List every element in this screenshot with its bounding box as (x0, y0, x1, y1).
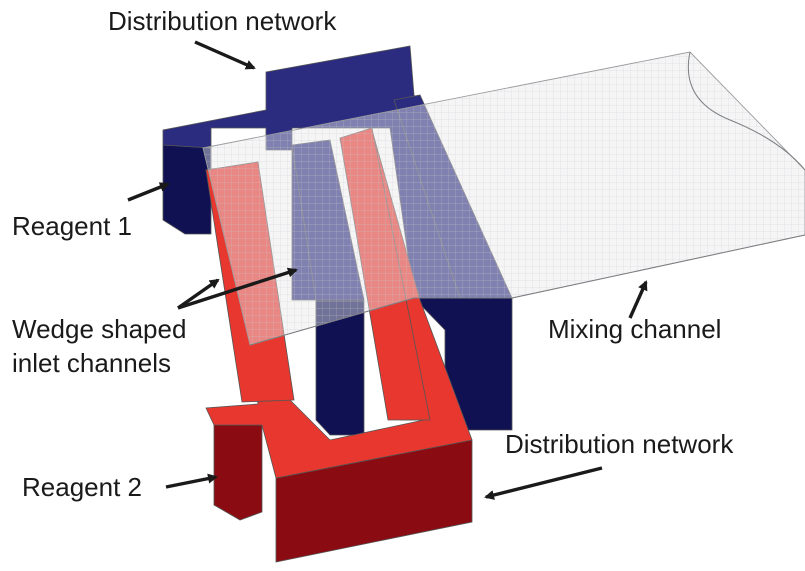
label-reagent-1: Reagent 1 (12, 211, 132, 241)
label-mixing-channel: Mixing channel (548, 314, 721, 344)
mixing-channel-lower-edge (511, 234, 805, 299)
label-reagent-2: Reagent 2 (22, 472, 142, 502)
red-reagent2-inlet-side (213, 424, 263, 521)
labels: Distribution network Reagent 1 Wedge sha… (12, 6, 734, 502)
mixing-channel-front-edge (249, 297, 512, 346)
blue-reagent1-inlet-side (162, 144, 212, 235)
arrow-distribution-top (194, 40, 256, 70)
mixing-channel-end-curve (687, 51, 805, 171)
label-wedge-line1: Wedge shaped (12, 314, 186, 344)
arrow-reagent1 (127, 182, 170, 202)
arrow-mixing (628, 280, 648, 319)
label-distribution-network-bottom: Distribution network (505, 429, 734, 459)
label-wedge-line2: inlet channels (12, 348, 171, 378)
arrow-wedge-left (177, 278, 220, 310)
mixing-channel-overlay (202, 51, 805, 346)
arrows (127, 40, 648, 500)
arrow-distribution-bottom (484, 466, 603, 500)
arrow-wedge-right (177, 267, 298, 310)
label-distribution-network-top: Distribution network (108, 6, 337, 36)
arrow-reagent2 (165, 473, 218, 489)
